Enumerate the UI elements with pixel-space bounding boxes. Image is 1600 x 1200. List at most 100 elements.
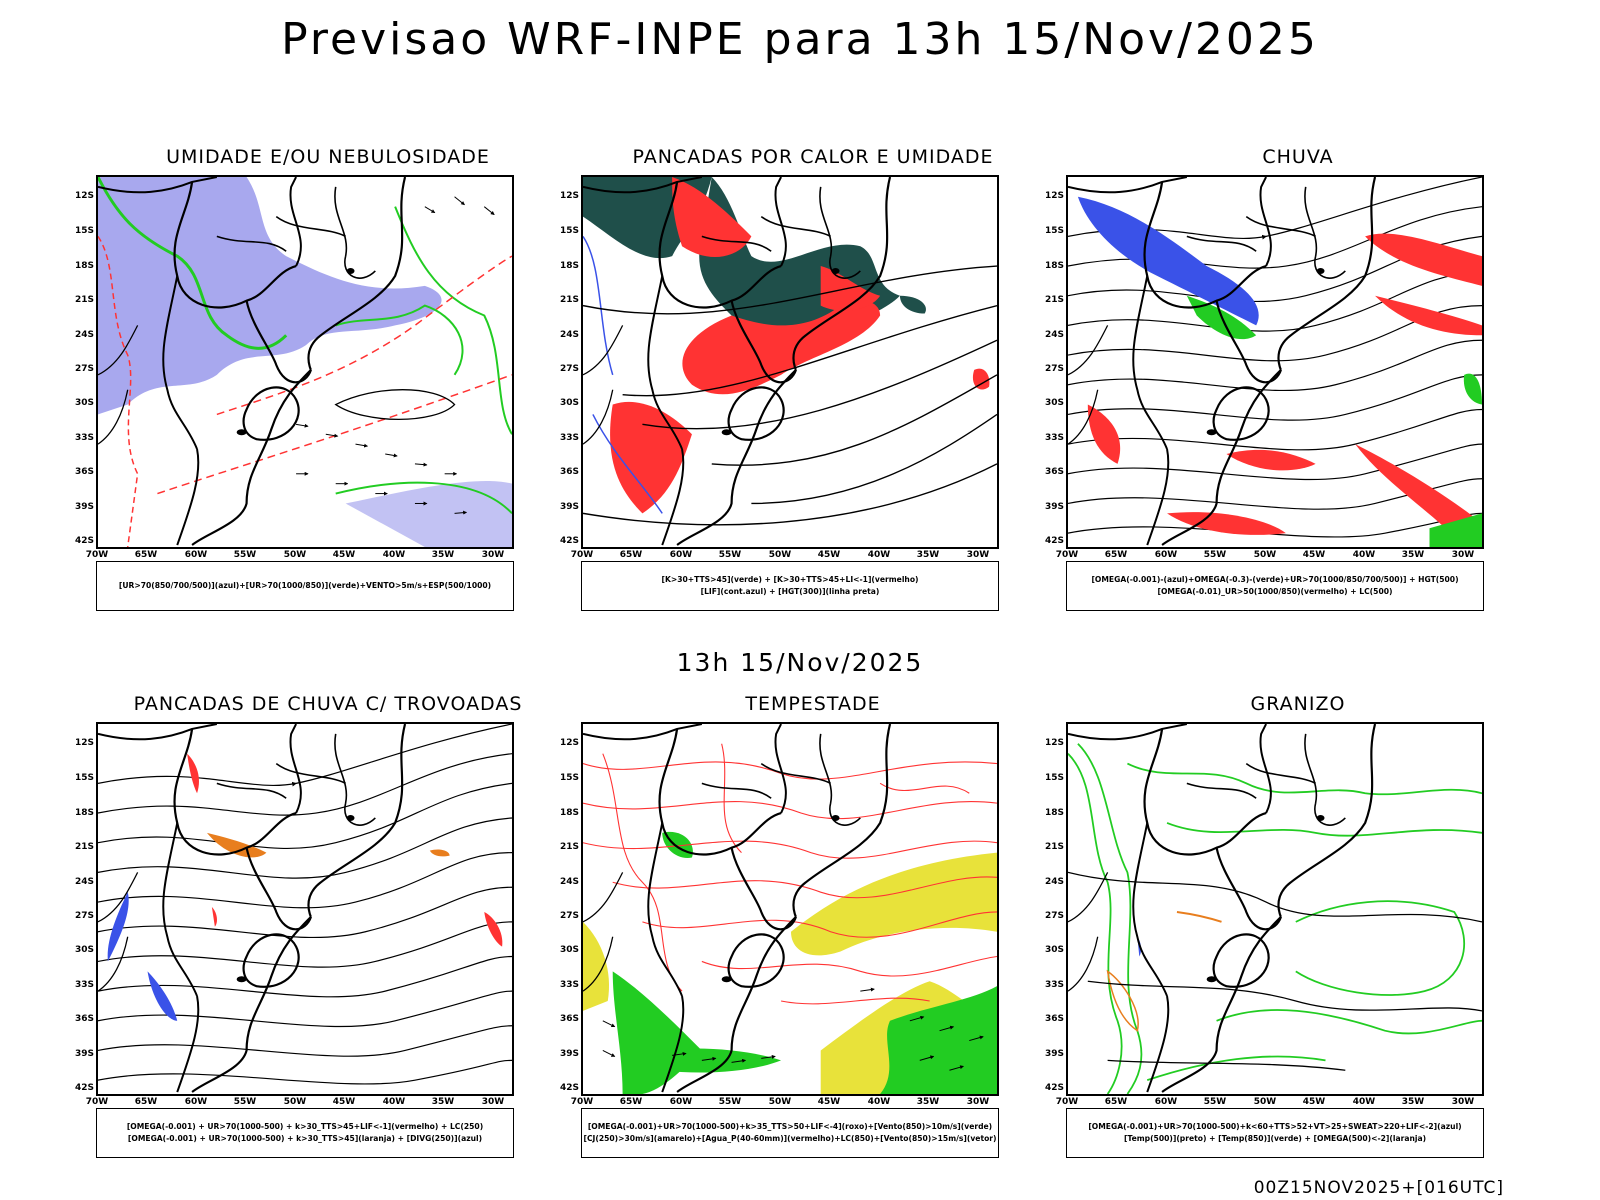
panel-umidade: UMIDADE E/OU NEBULOSIDADE 12 [68, 146, 588, 626]
legend-line: [UR>70(850/700/500)](azul)+[UR>70(1000/8… [118, 581, 492, 590]
lon-label: 35W [431, 1097, 455, 1107]
lat-label: 36S [74, 467, 94, 477]
lon-label: 60W [1154, 550, 1178, 560]
lon-label: 70W [1055, 1097, 1079, 1107]
panel-title: GRANIZO [1250, 693, 1346, 715]
lon-label: 65W [134, 550, 158, 560]
lon-label: 50W [768, 1097, 792, 1107]
lon-label: 30W [966, 1097, 990, 1107]
lat-label: 33S [1044, 980, 1064, 990]
legend-line: [OMEGA(-0.001) + UR>70(1000-500) + k>30_… [127, 1134, 483, 1143]
lon-label: 70W [1055, 550, 1079, 560]
lat-label: 21S [1044, 842, 1064, 852]
lon-label: 55W [233, 550, 257, 560]
lon-label: 50W [1253, 550, 1277, 560]
lon-label: 60W [669, 1097, 693, 1107]
lon-label: 40W [867, 1097, 891, 1107]
lat-label: 21S [559, 842, 579, 852]
lon-label: 35W [916, 550, 940, 560]
lon-label: 55W [1203, 1097, 1227, 1107]
lon-label: 50W [283, 550, 307, 560]
lat-label: 24S [1044, 330, 1064, 340]
map-trovoadas [96, 722, 514, 1096]
lon-label: 45W [332, 1097, 356, 1107]
lat-label: 27S [74, 364, 94, 374]
lat-label: 15S [559, 226, 579, 236]
legend-box: [K>30+TTS>45](verde) + [K>30+TTS>45+LI<-… [581, 561, 999, 611]
lat-label: 15S [1044, 773, 1064, 783]
lon-label: 40W [382, 1097, 406, 1107]
lon-label: 45W [1302, 550, 1326, 560]
legend-line: [OMEGA(-0.01)_UR>50(1000/850)(vermelho) … [1157, 587, 1393, 596]
lat-label: 27S [74, 911, 94, 921]
lat-label: 36S [1044, 467, 1064, 477]
lat-label: 36S [559, 467, 579, 477]
lat-label: 30S [1044, 398, 1064, 408]
lat-label: 24S [1044, 877, 1064, 887]
legend-box: [UR>70(850/700/500)](azul)+[UR>70(1000/8… [96, 561, 514, 611]
mid-title: 13h 15/Nov/2025 [676, 648, 924, 677]
map-chuva [1066, 175, 1484, 549]
lon-label: 70W [85, 1097, 109, 1107]
lat-label: 18S [1044, 808, 1064, 818]
footer-run-info: 00Z15NOV2025+[016UTC] [1253, 1178, 1504, 1198]
lat-label: 42S [74, 1083, 94, 1093]
lon-label: 30W [481, 1097, 505, 1107]
lon-label: 55W [1203, 550, 1227, 560]
lon-label: 70W [570, 1097, 594, 1107]
lon-label: 40W [867, 550, 891, 560]
panel-title: CHUVA [1262, 146, 1334, 168]
lon-label: 55W [233, 1097, 257, 1107]
lat-label: 39S [559, 1049, 579, 1059]
lat-label: 18S [74, 261, 94, 271]
lat-label: 39S [1044, 502, 1064, 512]
map-umidade [96, 175, 514, 549]
lon-label: 65W [619, 1097, 643, 1107]
legend-line: [K>30+TTS>45](verde) + [K>30+TTS>45+LI<-… [661, 575, 919, 584]
lat-label: 12S [1044, 738, 1064, 748]
lat-label: 27S [1044, 911, 1064, 921]
legend-line: [OMEGA(-0.001) + UR>70(1000-500) + k>30_… [126, 1122, 484, 1131]
lat-label: 33S [559, 980, 579, 990]
lon-label: 30W [1451, 550, 1475, 560]
lat-label: 39S [1044, 1049, 1064, 1059]
panel-pancadas-calor: PANCADAS POR CALOR E UMIDADE 12S 15S 18S… [553, 146, 1073, 626]
legend-line: [CJ(250)>30m/s](amarelo)+[Agua_P(40-60mm… [583, 1134, 997, 1143]
panel-title: PANCADAS DE CHUVA C/ TROVOADAS [133, 693, 523, 715]
lat-label: 24S [74, 877, 94, 887]
lat-label: 42S [1044, 536, 1064, 546]
lon-label: 35W [431, 550, 455, 560]
lon-label: 50W [1253, 1097, 1277, 1107]
lon-label: 65W [134, 1097, 158, 1107]
lon-label: 45W [332, 550, 356, 560]
lat-label: 42S [74, 536, 94, 546]
panel-title: TEMPESTADE [745, 693, 881, 715]
lat-label: 12S [559, 738, 579, 748]
lat-label: 33S [74, 433, 94, 443]
legend-line: [Temp(500)](preto) + [Temp(850)](verde) … [1123, 1134, 1427, 1143]
legend-line: [OMEGA(-0.001)+UR>70(1000-500)+k<60+TTS>… [1088, 1122, 1462, 1131]
map-tempestade [581, 722, 999, 1096]
lat-label: 36S [559, 1014, 579, 1024]
lat-label: 21S [559, 295, 579, 305]
lon-label: 45W [817, 550, 841, 560]
legend-box: [OMEGA(-0.001)-(azul)+OMEGA(-0.3)-(verde… [1066, 561, 1484, 611]
panel-chuva: CHUVA 12S 15S 18S 21S 24S 27S 30S 33S 36… [1038, 146, 1558, 626]
lat-label: 30S [559, 398, 579, 408]
lon-label: 60W [669, 550, 693, 560]
lat-label: 27S [1044, 364, 1064, 374]
lat-label: 30S [1044, 945, 1064, 955]
lat-label: 15S [74, 226, 94, 236]
lat-label: 18S [559, 808, 579, 818]
lat-label: 12S [74, 738, 94, 748]
lat-label: 33S [559, 433, 579, 443]
legend-box: [OMEGA(-0.001)+UR>70(1000-500)+k<60+TTS>… [1066, 1108, 1484, 1158]
lon-label: 30W [1451, 1097, 1475, 1107]
lon-label: 65W [1104, 1097, 1128, 1107]
legend-box: [OMEGA(-0.001) + UR>70(1000-500) + k>30_… [96, 1108, 514, 1158]
lat-label: 30S [559, 945, 579, 955]
lat-label: 39S [559, 502, 579, 512]
lat-label: 21S [74, 842, 94, 852]
lat-label: 24S [559, 877, 579, 887]
lat-label: 15S [74, 773, 94, 783]
